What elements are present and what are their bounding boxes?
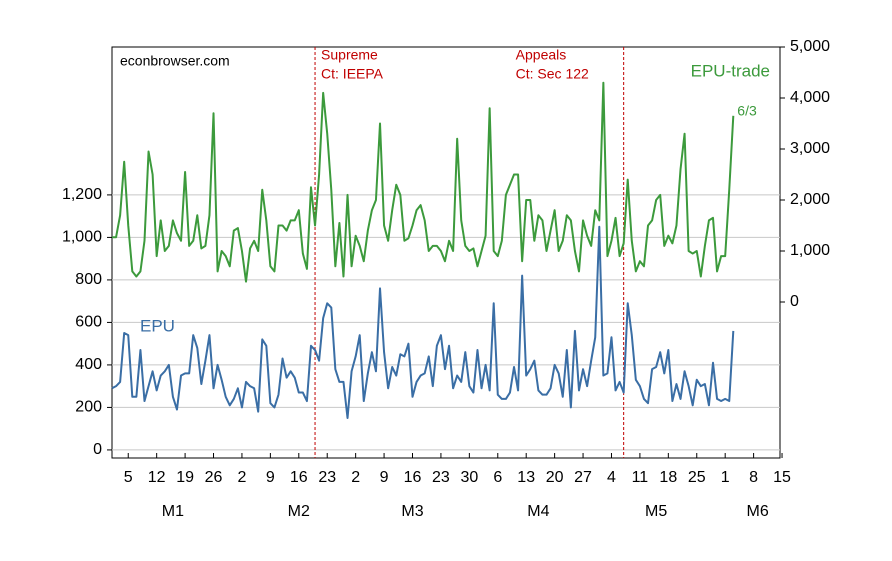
y-tick-label: 600: [75, 314, 102, 331]
y2-tick-label: 5,000: [790, 38, 830, 55]
x-tick-label: 2: [351, 469, 360, 486]
month-label: M3: [401, 503, 423, 520]
event-label: Ct: IEEPA: [321, 66, 384, 82]
y2-tick-label: 0: [790, 293, 799, 310]
month-label: M2: [288, 503, 310, 520]
legend-label: EPU: [140, 316, 175, 335]
y-tick-label: 800: [75, 271, 102, 288]
x-tick-label: 12: [148, 469, 166, 486]
legend-label: EPU-trade: [691, 61, 770, 80]
x-tick-label: 9: [380, 469, 389, 486]
x-tick-label: 8: [749, 469, 758, 486]
x-tick-label: 5: [124, 469, 133, 486]
series-line: [112, 81, 735, 283]
x-tick-label: 25: [688, 469, 706, 486]
x-tick-label: 6: [493, 469, 502, 486]
x-tick-label: 13: [517, 469, 535, 486]
x-tick-label: 23: [318, 469, 336, 486]
month-label: M5: [645, 503, 667, 520]
y2-tick-label: 4,000: [790, 89, 830, 106]
x-tick-label: 15: [773, 469, 791, 486]
source: econbrowser.com: [120, 53, 230, 69]
x-tick-label: 9: [266, 469, 275, 486]
y-tick-label: 0: [93, 441, 102, 458]
event-label: Appeals: [516, 47, 567, 63]
series-line: [111, 225, 735, 420]
x-tick-label: 23: [432, 469, 450, 486]
y2-tick-label: 2,000: [790, 191, 830, 208]
x-tick-label: 16: [404, 469, 422, 486]
x-tick-label: 2: [237, 469, 246, 486]
x-tick-label: 18: [659, 469, 677, 486]
y2-tick-label: 1,000: [790, 242, 830, 259]
month-label: M4: [527, 503, 549, 520]
x-tick-label: 26: [205, 469, 223, 486]
y-tick-label: 1,200: [62, 186, 102, 203]
event-label: Ct: Sec 122: [516, 66, 589, 82]
y-tick-label: 200: [75, 399, 102, 416]
x-tick-label: 4: [607, 469, 616, 486]
x-tick-label: 27: [574, 469, 592, 486]
y2-tick-label: 3,000: [790, 140, 830, 157]
month-label: M1: [162, 503, 184, 520]
end-label: 6/3: [737, 103, 757, 119]
month-label: M6: [747, 503, 769, 520]
x-tick-label: 19: [176, 469, 194, 486]
y-tick-label: 1,000: [62, 229, 102, 246]
x-tick-label: 1: [721, 469, 730, 486]
x-tick-label: 30: [460, 469, 478, 486]
x-tick-label: 11: [632, 469, 649, 486]
x-tick-label: 20: [546, 469, 564, 486]
y-tick-label: 400: [75, 356, 102, 373]
event-label: Supreme: [321, 47, 378, 63]
x-tick-label: 16: [290, 469, 308, 486]
